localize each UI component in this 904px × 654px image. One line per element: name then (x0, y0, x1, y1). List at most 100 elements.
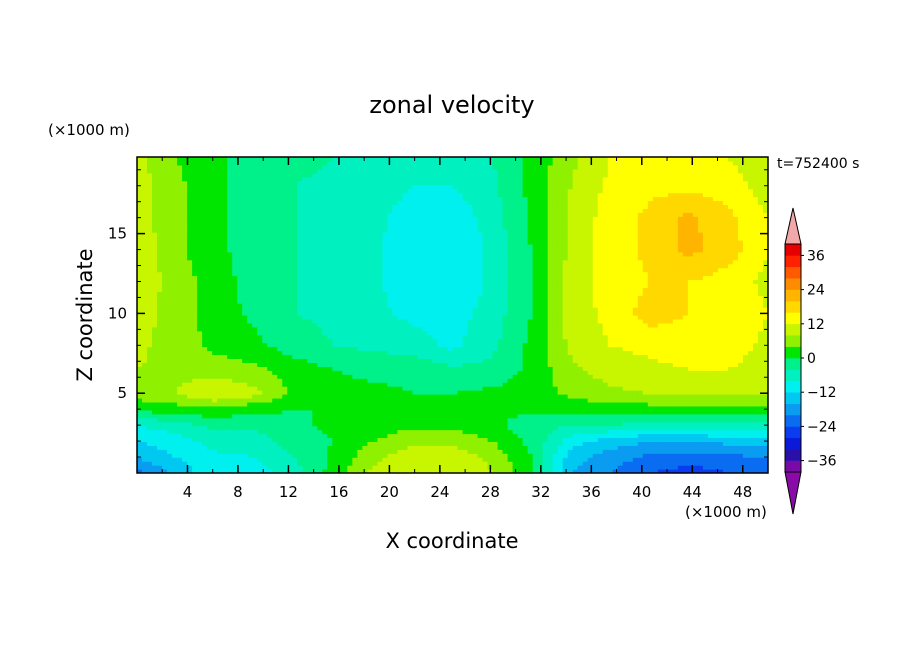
contour-cell (527, 366, 534, 371)
contour-cell (622, 461, 629, 466)
contour-cell (342, 417, 348, 423)
contour-cell (302, 390, 308, 395)
contour-cell (517, 397, 524, 403)
contour-cell (322, 401, 328, 407)
contour-cell (452, 437, 459, 442)
contour-cell (587, 338, 594, 344)
contour-cell (227, 330, 233, 336)
contour-cell (337, 465, 343, 470)
contour-cell (567, 425, 574, 431)
contour-cell (742, 342, 749, 348)
contour-cell (522, 401, 529, 407)
contour-cell (762, 358, 768, 363)
contour-cell (557, 425, 564, 431)
contour-cell (207, 409, 213, 415)
contour-cell (652, 425, 659, 431)
contour-cell (687, 421, 694, 427)
contour-cell (307, 318, 313, 324)
contour-cell (247, 378, 253, 383)
contour-cell (152, 326, 158, 332)
contour-cell (682, 465, 689, 470)
contour-cell (232, 354, 238, 360)
contour-cell (642, 338, 649, 344)
contour-cell (697, 465, 704, 470)
contour-cell (312, 334, 318, 340)
contour-cell (477, 362, 484, 367)
contour-cell (507, 421, 514, 427)
contour-cell (427, 382, 434, 387)
contour-cell (417, 346, 424, 352)
contour-cell (327, 405, 333, 411)
contour-cell (702, 453, 709, 458)
contour-cell (152, 338, 158, 344)
contour-cell (192, 405, 198, 411)
contour-cell (552, 413, 559, 419)
contour-cell (697, 382, 704, 387)
contour-cell (497, 461, 504, 466)
contour-cell (427, 350, 434, 356)
contour-cell (542, 366, 549, 371)
contour-cell (487, 413, 494, 419)
contour-cell (217, 354, 223, 360)
contour-cell (422, 326, 429, 332)
contour-cell (512, 413, 519, 419)
contour-cell (652, 409, 659, 415)
contour-cell (522, 417, 529, 423)
contour-cell (157, 318, 163, 324)
contour-cell (502, 358, 509, 363)
contour-cell (737, 386, 744, 391)
contour-cell (587, 354, 594, 360)
contour-cell (542, 417, 549, 423)
contour-cell (287, 374, 293, 379)
contour-cell (372, 354, 378, 360)
contour-cell (507, 326, 514, 332)
contour-cell (342, 469, 348, 473)
contour-cell (187, 378, 193, 383)
contour-cell (172, 390, 178, 395)
contour-cell (507, 315, 514, 320)
contour-cell (387, 322, 394, 328)
contour-cell (687, 342, 694, 348)
contour-cell (427, 358, 434, 363)
contour-cell (762, 322, 768, 328)
contour-cell (582, 378, 589, 383)
contour-cell (157, 386, 163, 391)
contour-cell (222, 358, 228, 363)
contour-cell (647, 441, 654, 446)
contour-cell (632, 469, 639, 473)
contour-cell (527, 374, 534, 379)
contour-cell (642, 397, 649, 403)
contour-cell (662, 362, 669, 367)
contour-cell (157, 441, 163, 446)
contour-cell (702, 322, 709, 328)
contour-cell (457, 350, 464, 356)
contour-cell (677, 425, 684, 431)
contour-cell (737, 441, 744, 446)
contour-cell (197, 433, 203, 439)
contour-cell (642, 461, 649, 466)
contour-cell (382, 405, 388, 411)
contour-cell (467, 469, 474, 473)
contour-cell (282, 354, 288, 360)
contour-cell (632, 362, 639, 367)
contour-cell (142, 362, 148, 367)
contour-cell (137, 338, 143, 344)
contour-cell (287, 437, 293, 442)
contour-cell (597, 370, 604, 375)
contour-cell (187, 433, 193, 439)
contour-cell (717, 378, 724, 383)
contour-cell (627, 461, 634, 466)
contour-cell (267, 421, 273, 427)
contour-cell (237, 394, 243, 399)
contour-cell (377, 453, 383, 458)
contour-cell (652, 433, 659, 439)
contour-cell (597, 445, 604, 450)
contour-cell (587, 394, 594, 399)
contour-cell (562, 465, 569, 470)
contour-cell (497, 350, 504, 356)
contour-cell (592, 465, 599, 470)
contour-cell (647, 346, 654, 352)
contour-cell (142, 453, 148, 458)
contour-cell (632, 397, 639, 403)
contour-cell (477, 449, 484, 454)
